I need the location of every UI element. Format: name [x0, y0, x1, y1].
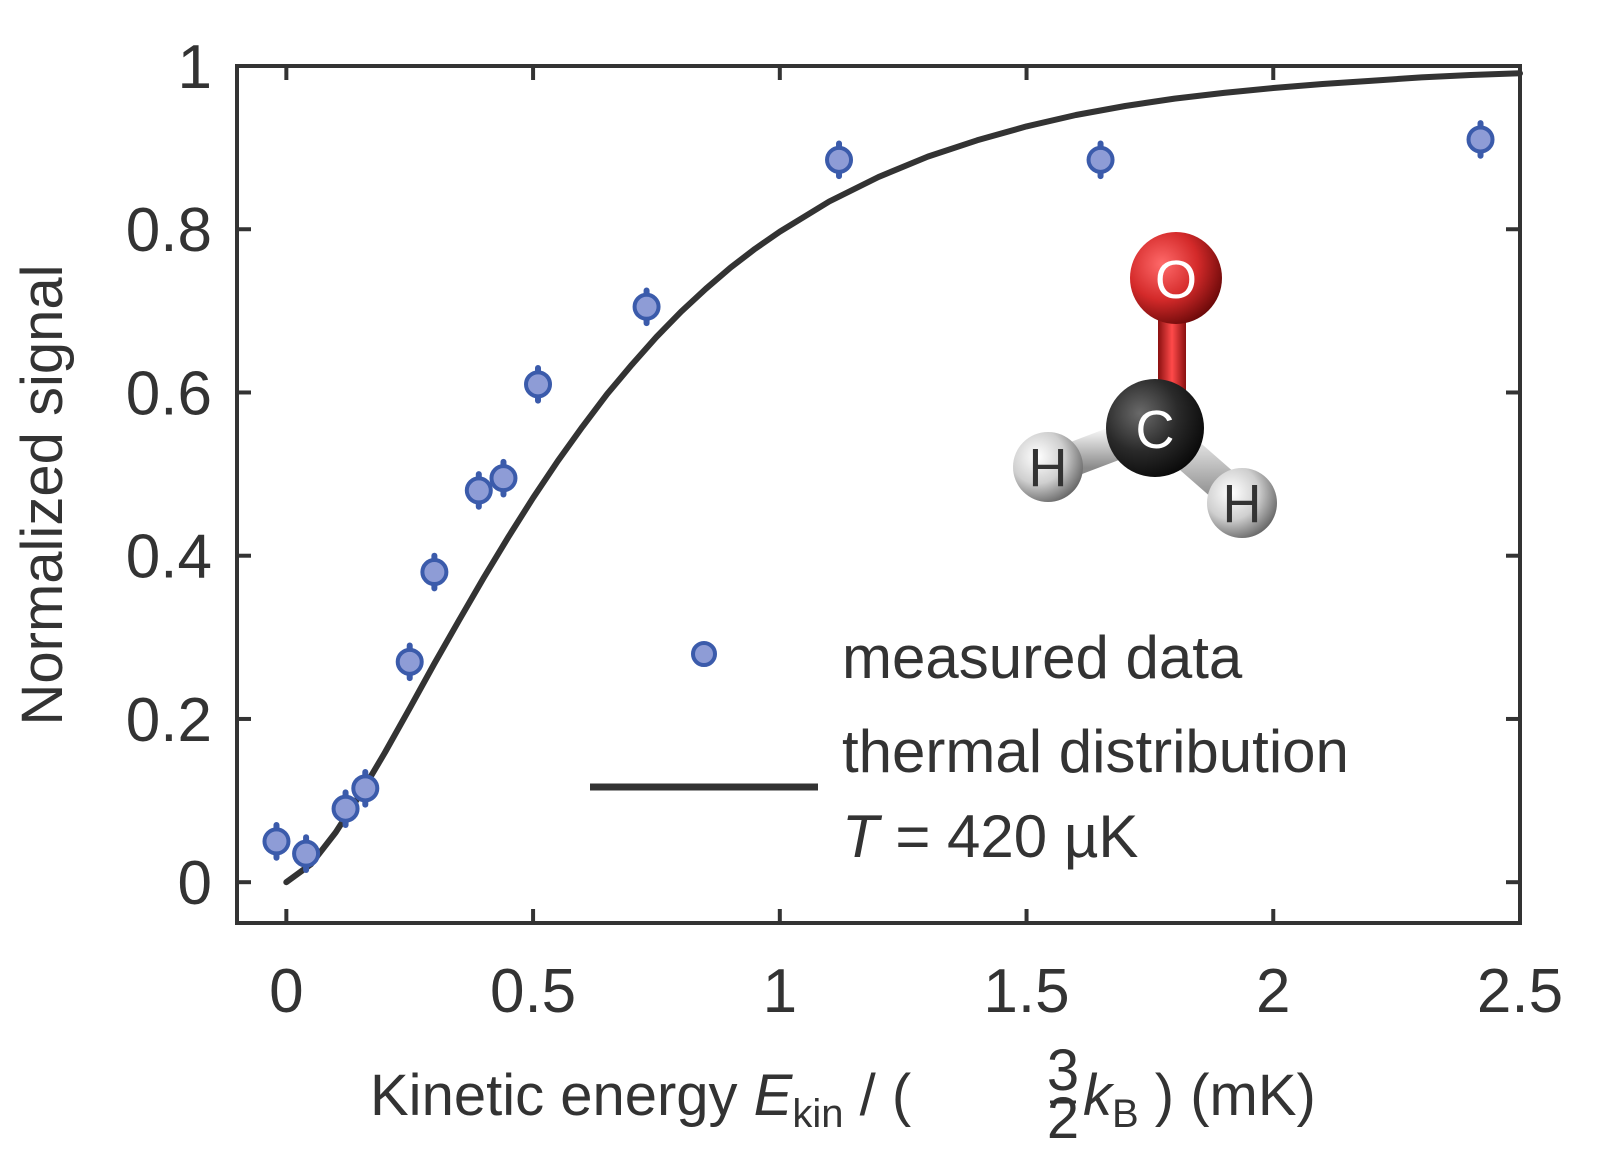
svg-text:Kinetic energy Ekin / (: Kinetic energy Ekin / (: [370, 1063, 911, 1136]
x-tick-label: 2: [1256, 957, 1290, 1026]
x-tick-label: 0.5: [490, 957, 576, 1026]
atom-o-label: O: [1155, 250, 1197, 310]
y-axis-label: Normalized signal: [10, 265, 75, 726]
x-axis-label-frac-num: 3: [1047, 1038, 1079, 1103]
data-point: [489, 464, 518, 493]
svg-text:kB ) (mK): kB ) (mK): [1083, 1063, 1316, 1136]
data-point: [464, 476, 493, 505]
x-axis-label-frac-den: 2: [1047, 1086, 1079, 1151]
data-point: [1086, 145, 1115, 174]
atom-o: [1130, 232, 1222, 324]
data-point: [825, 145, 854, 174]
x-tick-label: 0: [269, 957, 303, 1026]
x-tick-label: 1: [763, 957, 797, 1026]
data-point: [331, 794, 360, 823]
atom-h-left-label: H: [1029, 438, 1068, 498]
thermal-distribution-layer: [283, 70, 1523, 886]
data-point: [632, 292, 661, 321]
data-point: [1466, 125, 1495, 154]
x-tick-label: 2.5: [1477, 957, 1563, 1026]
temperature-symbol: T: [842, 803, 883, 870]
atom-c-label: C: [1136, 400, 1175, 460]
data-point: [524, 370, 553, 399]
data-point: [262, 827, 291, 856]
x-axis-label-e-sub: kin: [792, 1092, 843, 1136]
ticks-layer: 0 0.5 1 1.5 2 2.5 0 0.2 0.4 0.6 0.8 1: [126, 33, 1563, 1026]
y-tick-label: 1: [178, 33, 212, 102]
legend: measured data thermal distribution T = 4…: [590, 624, 1349, 870]
data-point: [420, 558, 449, 587]
temperature-value: = 420 µK: [879, 803, 1139, 870]
x-axis-label-k-symbol: k: [1083, 1063, 1115, 1128]
atom-h-right-label: H: [1223, 474, 1262, 534]
x-axis-label-e-symbol: E: [754, 1063, 794, 1128]
y-tick-label: 0.4: [126, 523, 212, 592]
data-point: [292, 839, 321, 868]
x-tick-label: 1.5: [983, 957, 1069, 1026]
data-point: [351, 774, 380, 803]
y-tick-label: 0.6: [126, 359, 212, 428]
legend-marker-measured: [691, 641, 717, 667]
legend-annotation-temperature: T = 420 µK: [842, 803, 1138, 870]
y-tick-label: 0.8: [126, 196, 212, 265]
atom-h-right: [1207, 468, 1277, 538]
formaldehyde-molecule-inset: H H O C: [1013, 232, 1277, 538]
measured-data-layer: [262, 120, 1495, 873]
thermal-distribution-curve: [283, 70, 1523, 886]
x-axis-label-prefix: Kinetic energy: [370, 1063, 754, 1128]
x-axis-label-suffix: ) (mK): [1139, 1063, 1316, 1128]
plot-frame: [235, 64, 1522, 925]
atom-c: [1106, 379, 1204, 477]
x-axis-label-k-sub: B: [1112, 1092, 1139, 1136]
legend-label-measured: measured data: [842, 624, 1243, 691]
atom-h-left: [1013, 432, 1083, 502]
legend-label-thermal: thermal distribution: [842, 718, 1349, 785]
y-tick-label: 0: [178, 849, 212, 918]
y-tick-label: 0.2: [126, 686, 212, 755]
x-axis-label: Kinetic energy Ekin / ( 3 2 kB ) (mK): [370, 1038, 1316, 1151]
x-axis-label-divider: / (: [843, 1063, 911, 1128]
data-point: [395, 647, 424, 676]
